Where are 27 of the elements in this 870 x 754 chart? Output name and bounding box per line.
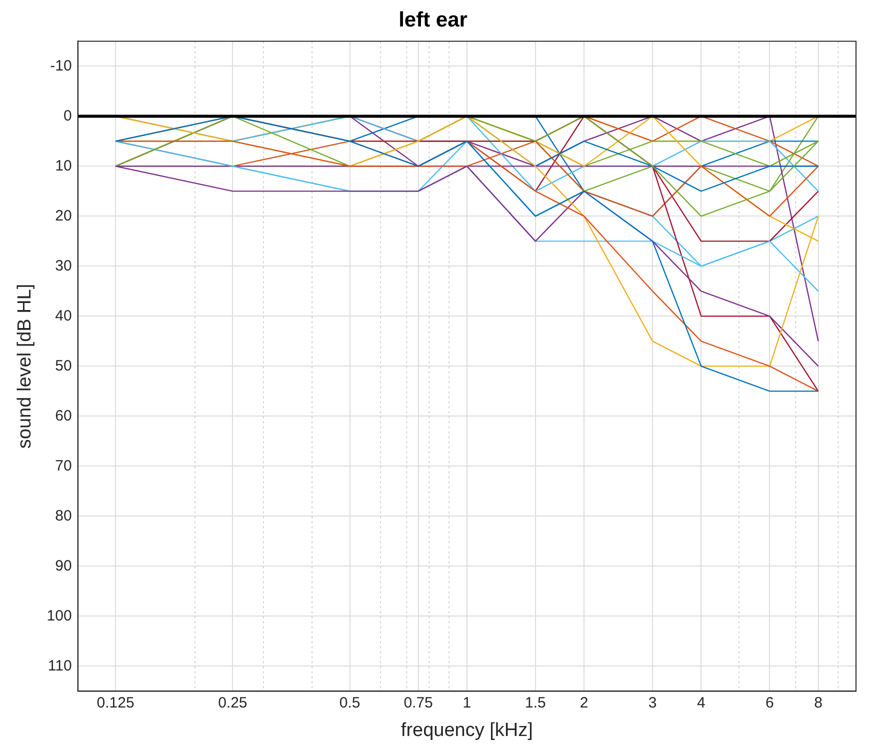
y-tick-label: 70 xyxy=(55,457,72,474)
x-tick-label: 2 xyxy=(580,694,588,712)
x-tick-label: 8 xyxy=(814,694,822,712)
x-tick-label: 0.75 xyxy=(404,694,433,712)
x-tick-label: 6 xyxy=(766,694,774,712)
y-tick-label: 40 xyxy=(55,307,72,324)
y-tick-label: 110 xyxy=(48,657,72,674)
chart-title: left ear xyxy=(398,8,468,32)
x-tick-label: 1.5 xyxy=(525,694,546,712)
y-tick-label: 0 xyxy=(63,107,72,124)
x-tick-label: 0.125 xyxy=(96,694,134,712)
y-tick-label: 60 xyxy=(55,407,72,424)
x-tick-label: 1 xyxy=(462,694,472,712)
x-tick-label: 0.5 xyxy=(339,694,360,712)
y-tick-label: 90 xyxy=(55,557,72,574)
y-tick-label: 80 xyxy=(55,507,72,524)
x-tick-label: 4 xyxy=(696,694,706,712)
y-axis-title: sound level [dB HL] xyxy=(14,284,36,449)
y-tick-label: 50 xyxy=(55,357,72,374)
y-tick-label: 20 xyxy=(55,207,72,224)
x-tick-label: 3 xyxy=(648,694,657,712)
y-tick-label: 10 xyxy=(55,157,72,174)
y-tick-label: 30 xyxy=(55,257,72,274)
x-axis-title: frequency [kHz] xyxy=(400,720,533,741)
x-tick-label: 0.25 xyxy=(218,694,248,712)
y-tick-label: -10 xyxy=(50,57,72,74)
y-tick-label: 100 xyxy=(46,607,72,624)
